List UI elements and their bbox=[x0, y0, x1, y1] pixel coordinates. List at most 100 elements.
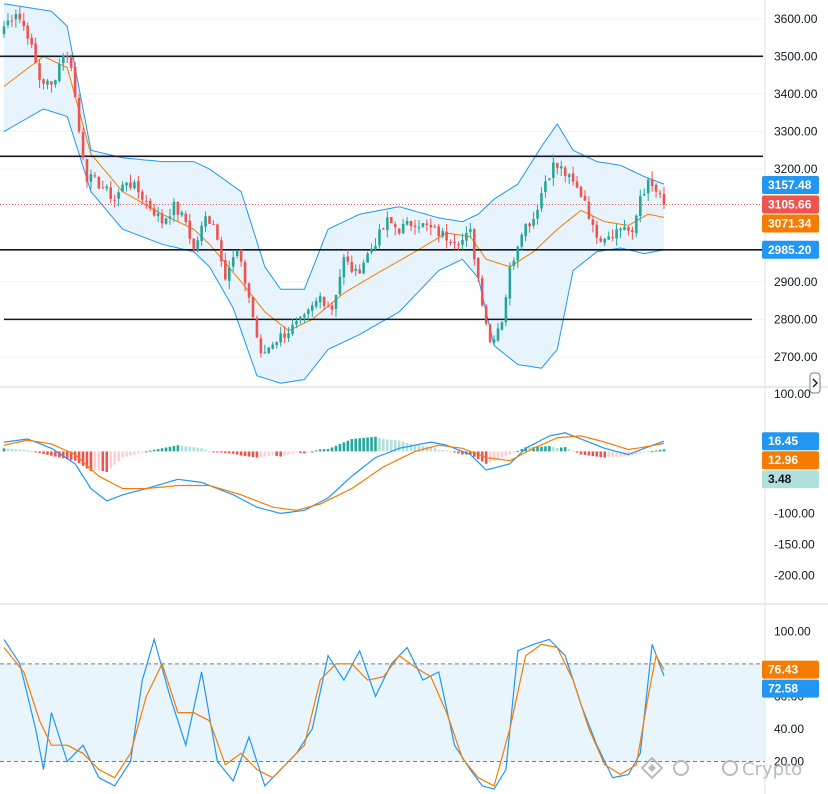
candle-body bbox=[433, 226, 437, 228]
candle-body bbox=[243, 262, 247, 284]
candle-body bbox=[77, 98, 81, 132]
candle-body bbox=[18, 13, 22, 20]
candle-body bbox=[239, 249, 243, 262]
macd-histogram-bar bbox=[164, 447, 168, 452]
macd-histogram-bar bbox=[38, 451, 41, 453]
macd-histogram-bar bbox=[279, 451, 282, 457]
candle-body bbox=[267, 347, 271, 353]
candle-body bbox=[409, 220, 413, 227]
candle-body bbox=[42, 79, 45, 84]
macd-histogram-bar bbox=[500, 451, 504, 458]
candle-body bbox=[607, 236, 610, 240]
macd-histogram-bar bbox=[354, 438, 358, 452]
macd-histogram-bar bbox=[476, 451, 480, 460]
price-badge: 2985.20 bbox=[768, 243, 812, 257]
stoch-tick-label: 40.00 bbox=[774, 722, 804, 736]
price-tick-label: 3200.00 bbox=[774, 162, 818, 176]
macd-tick-label: -150.00 bbox=[774, 537, 815, 551]
macd-histogram-bar bbox=[492, 451, 496, 461]
macd-histogram-bar bbox=[390, 439, 393, 452]
macd-histogram-bar bbox=[129, 451, 132, 456]
macd-tick-label: -100.00 bbox=[774, 506, 815, 520]
candle-body bbox=[417, 227, 421, 229]
macd-histogram-bar bbox=[453, 451, 456, 453]
macd-histogram-bar bbox=[393, 440, 397, 452]
macd-line bbox=[3, 432, 665, 515]
macd-histogram-bar bbox=[658, 449, 662, 452]
macd-histogram-bar bbox=[65, 451, 69, 460]
macd-histogram-bar bbox=[251, 451, 255, 458]
candle-body bbox=[615, 229, 618, 239]
price-badge: 3071.34 bbox=[768, 217, 812, 231]
macd-histogram-bar bbox=[247, 451, 251, 457]
candle-body bbox=[121, 184, 124, 192]
macd-badge-bg bbox=[762, 451, 819, 470]
axis-labels: 3600.00 3500.00 3400.00 3300.00 3200.00 2900.… bbox=[774, 12, 818, 769]
macd-histogram-bar bbox=[231, 451, 235, 454]
macd-histogram-bar bbox=[370, 437, 373, 452]
candle-body bbox=[61, 55, 65, 64]
stoch-rsi-pane[interactable] bbox=[0, 637, 765, 790]
macd-histogram-bar bbox=[579, 451, 583, 455]
candle-body bbox=[152, 208, 156, 216]
macd-histogram-bar bbox=[445, 450, 448, 452]
macd-histogram-bar bbox=[473, 451, 476, 457]
candle-body bbox=[89, 174, 93, 182]
macd-histogram-bar bbox=[10, 448, 14, 452]
macd-histogram-bar bbox=[397, 440, 401, 452]
candle-body bbox=[457, 244, 460, 246]
candle-body bbox=[382, 228, 385, 230]
candle-body bbox=[188, 220, 192, 239]
horizontal-levels[interactable] bbox=[0, 55, 765, 321]
macd-histogram-bar bbox=[212, 451, 215, 453]
macd-histogram-bar bbox=[267, 451, 271, 457]
candle-body bbox=[512, 260, 516, 266]
macd-histogram-bar bbox=[255, 451, 259, 458]
macd-histogram-bar bbox=[532, 447, 535, 452]
candle-body bbox=[342, 257, 346, 278]
candle-body bbox=[81, 131, 85, 158]
price-badge-bg bbox=[762, 240, 819, 259]
candle-body bbox=[473, 228, 476, 260]
candle-body bbox=[50, 81, 53, 85]
macd-histogram-bar bbox=[133, 451, 136, 455]
macd-pane[interactable] bbox=[2, 432, 666, 515]
candle-body bbox=[58, 63, 61, 81]
candle-body bbox=[346, 256, 350, 262]
candle-body bbox=[6, 20, 10, 26]
price-tick-label: 2700.00 bbox=[774, 350, 818, 364]
macd-histogram-bar bbox=[528, 447, 531, 452]
macd-histogram-bar bbox=[291, 451, 294, 454]
candle-body bbox=[366, 253, 369, 263]
macd-histogram-bar bbox=[14, 449, 18, 452]
macd-histogram-bar bbox=[575, 451, 579, 453]
macd-histogram-bar bbox=[46, 451, 49, 455]
macd-histogram-bar bbox=[469, 451, 472, 455]
candle-body bbox=[639, 196, 642, 216]
candle-body bbox=[291, 324, 294, 334]
candle-body bbox=[567, 174, 571, 178]
candle-body bbox=[192, 238, 195, 249]
macd-histogram-bar bbox=[69, 451, 73, 460]
price-badge: 3157.48 bbox=[768, 178, 812, 192]
macd-histogram-bar bbox=[22, 449, 26, 452]
candle-body bbox=[2, 26, 6, 34]
candle-body bbox=[544, 181, 547, 192]
price-axis[interactable]: 3600.00 3500.00 3400.00 3300.00 3200.00 2900.… bbox=[762, 0, 819, 794]
chevron-right-icon[interactable] bbox=[809, 372, 821, 394]
candle-body bbox=[508, 267, 512, 299]
candle-body bbox=[259, 338, 263, 354]
macd-histogram-bar bbox=[639, 451, 642, 454]
macd-histogram-bar bbox=[488, 451, 492, 463]
candle-body bbox=[113, 199, 116, 201]
price-pane[interactable] bbox=[0, 3, 765, 384]
macd-histogram-bar bbox=[307, 451, 310, 453]
candle-body bbox=[500, 322, 504, 330]
macd-histogram-bar bbox=[366, 437, 369, 452]
macd-histogram-bar bbox=[322, 449, 326, 452]
candle-body bbox=[595, 224, 599, 238]
macd-histogram-bar bbox=[6, 448, 10, 452]
watermark-text: Crypto bbox=[742, 759, 802, 780]
macd-histogram-bar bbox=[152, 449, 156, 452]
